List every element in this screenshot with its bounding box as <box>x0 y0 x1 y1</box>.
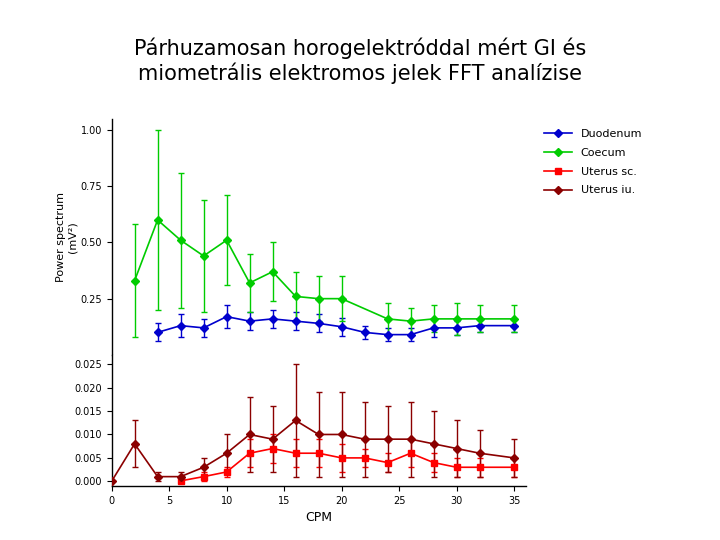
Legend: Duodenum, Coecum, Uterus sc., Uterus iu.: Duodenum, Coecum, Uterus sc., Uterus iu. <box>539 124 647 200</box>
Y-axis label: Power spectrum
(mV²): Power spectrum (mV²) <box>56 192 78 282</box>
X-axis label: CPM: CPM <box>305 511 332 524</box>
Text: Párhuzamosan horogelektróddal mért GI és
miometrális elektromos jelek FFT analíz: Párhuzamosan horogelektróddal mért GI és… <box>134 38 586 84</box>
